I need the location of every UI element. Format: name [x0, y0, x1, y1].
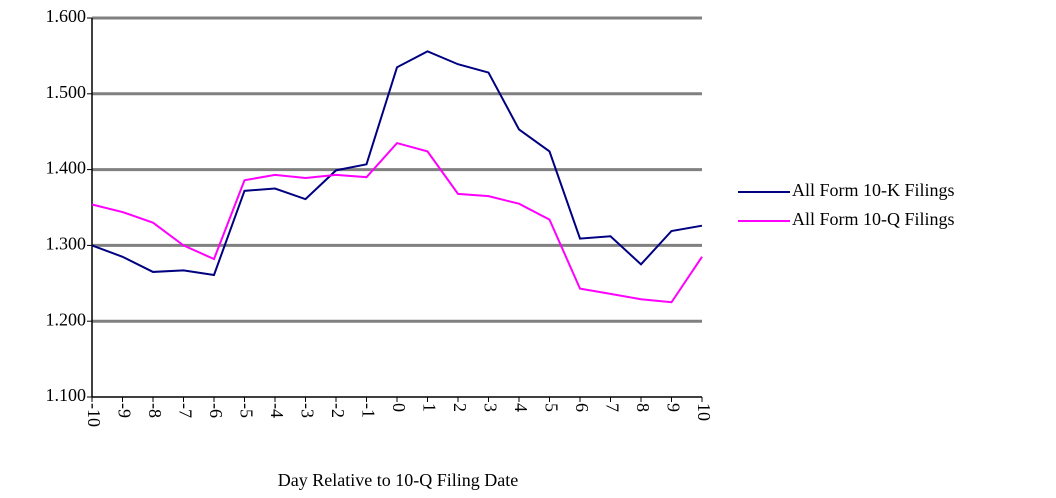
x-tick-label: -4 [267, 403, 287, 418]
x-tick-label: -5 [236, 403, 256, 418]
y-tick-label: 1.600 [46, 6, 87, 26]
x-tick-label: 10 [694, 403, 714, 421]
x-tick-label: -9 [114, 403, 134, 418]
x-tick-label: 7 [602, 403, 622, 412]
y-tick-label: 1.400 [46, 158, 87, 178]
x-tick-label: 5 [541, 403, 561, 412]
line-series [91, 141, 703, 304]
x-tick-label: 4 [511, 403, 531, 412]
y-tick-label: 1.200 [46, 309, 87, 329]
x-tick-label: 0 [389, 403, 409, 412]
x-tick-label: -8 [145, 403, 165, 418]
x-tick-label: -6 [206, 403, 226, 418]
x-tick-label: 3 [480, 403, 500, 412]
x-tick-label: 2 [450, 403, 470, 412]
y-tick-label: 1.300 [46, 234, 87, 254]
x-tick-label: -7 [175, 403, 195, 418]
legend-label: All Form 10-Q Filings [792, 209, 955, 229]
x-tick-label: -2 [328, 403, 348, 418]
x-tick-label: 6 [572, 403, 592, 412]
x-axis-label: Day Relative to 10-Q Filing Date [278, 470, 518, 490]
x-tick-label: -3 [297, 403, 317, 418]
y-tick-label: 1.100 [46, 385, 87, 405]
x-tick-label: 8 [633, 403, 653, 412]
x-tick-label: -10 [84, 403, 104, 427]
x-tick-label: -1 [358, 403, 378, 418]
line-series [91, 50, 703, 277]
legend-label: All Form 10-K Filings [792, 180, 955, 200]
y-tick-label: 1.500 [46, 82, 87, 102]
x-tick-label: 9 [663, 403, 683, 412]
x-tick-label: 1 [419, 403, 439, 412]
